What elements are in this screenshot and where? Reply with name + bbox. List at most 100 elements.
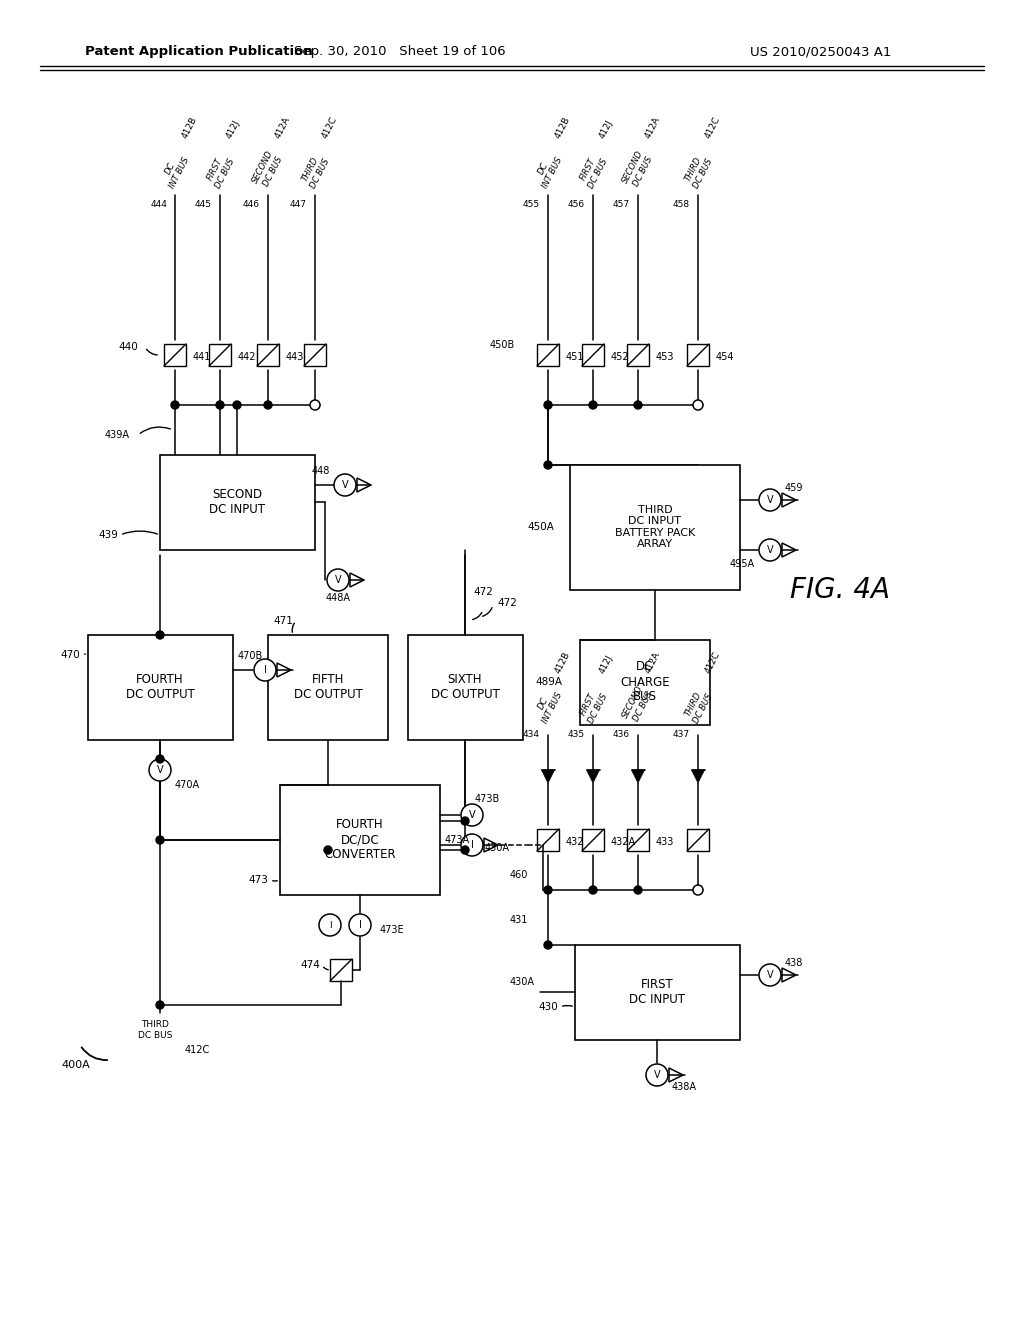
Text: FIG. 4A: FIG. 4A (790, 576, 890, 605)
Circle shape (544, 941, 552, 949)
Text: 470A: 470A (175, 780, 200, 789)
Circle shape (324, 846, 332, 854)
Text: V: V (767, 970, 773, 979)
Text: THIRD
DC BUS: THIRD DC BUS (682, 688, 714, 725)
Circle shape (233, 401, 241, 409)
Circle shape (156, 1001, 164, 1008)
Circle shape (327, 569, 349, 591)
Text: 438: 438 (785, 958, 804, 968)
Text: THIRD
DC BUS: THIRD DC BUS (299, 152, 331, 190)
Text: 460: 460 (510, 870, 528, 880)
Text: 437: 437 (673, 730, 690, 739)
Circle shape (264, 401, 272, 409)
Text: 448A: 448A (326, 593, 350, 603)
Circle shape (589, 886, 597, 894)
Circle shape (589, 401, 597, 409)
Text: V: V (653, 1071, 660, 1080)
Text: 412B: 412B (553, 651, 571, 675)
Text: V: V (342, 480, 348, 490)
Bar (330, 960, 352, 981)
Circle shape (156, 755, 164, 763)
Polygon shape (691, 770, 705, 783)
Text: SECOND
DC BUS: SECOND DC BUS (251, 149, 285, 190)
Circle shape (544, 461, 552, 469)
Text: 445: 445 (195, 201, 212, 209)
Text: DC
CHARGE
BUS: DC CHARGE BUS (621, 660, 670, 704)
Text: 472: 472 (497, 598, 517, 609)
Text: 412C: 412C (703, 115, 722, 140)
Text: V: V (767, 545, 773, 554)
Text: 448: 448 (311, 466, 330, 477)
Text: 438A: 438A (672, 1082, 697, 1092)
Bar (575, 945, 740, 1040)
Bar (160, 455, 315, 550)
Bar (88, 635, 233, 741)
Text: 412J: 412J (598, 653, 615, 675)
Text: Sep. 30, 2010   Sheet 19 of 106: Sep. 30, 2010 Sheet 19 of 106 (294, 45, 506, 58)
Text: 452: 452 (611, 352, 630, 362)
Bar (687, 829, 709, 851)
Text: 412J: 412J (225, 119, 242, 140)
Text: 473B: 473B (475, 795, 501, 804)
Text: 470B: 470B (238, 651, 263, 661)
Circle shape (544, 401, 552, 409)
Text: SECOND
DC BUS: SECOND DC BUS (622, 149, 654, 190)
Text: 412C: 412C (703, 651, 722, 675)
Text: DC
INT BUS: DC INT BUS (159, 150, 191, 190)
Text: V: V (157, 766, 163, 775)
Bar (627, 345, 649, 366)
Text: THIRD
DC INPUT
BATTERY PACK
ARRAY: THIRD DC INPUT BATTERY PACK ARRAY (614, 504, 695, 549)
Text: 412B: 412B (553, 115, 571, 140)
Circle shape (156, 631, 164, 639)
Circle shape (646, 1064, 668, 1086)
Circle shape (156, 836, 164, 843)
Circle shape (310, 400, 319, 411)
Text: 436: 436 (613, 730, 630, 739)
Text: FIRST
DC BUS: FIRST DC BUS (578, 152, 609, 190)
Text: 459: 459 (785, 483, 804, 492)
Text: 489A: 489A (535, 677, 562, 686)
Circle shape (254, 659, 276, 681)
Text: 443: 443 (286, 352, 304, 362)
Bar (304, 345, 326, 366)
Text: 473A: 473A (445, 836, 470, 845)
Circle shape (461, 834, 483, 855)
Text: 470: 470 (60, 649, 80, 660)
Circle shape (171, 401, 179, 409)
Text: 431: 431 (510, 915, 528, 925)
Text: 434: 434 (523, 730, 540, 739)
Bar (408, 635, 523, 741)
Circle shape (693, 884, 703, 895)
Bar (537, 829, 559, 851)
Text: 472: 472 (473, 587, 493, 597)
Text: THIRD
DC BUS: THIRD DC BUS (138, 1020, 172, 1040)
Text: SECOND
DC BUS: SECOND DC BUS (622, 684, 654, 725)
Text: 412J: 412J (598, 119, 615, 140)
Text: 456: 456 (568, 201, 585, 209)
Text: FIFTH
DC OUTPUT: FIFTH DC OUTPUT (294, 673, 362, 701)
Text: 412B: 412B (180, 115, 199, 140)
Circle shape (319, 913, 341, 936)
Text: 457: 457 (613, 201, 630, 209)
Text: V: V (469, 810, 475, 820)
Text: 412C: 412C (319, 115, 339, 140)
Text: 447: 447 (290, 201, 307, 209)
Circle shape (544, 886, 552, 894)
Circle shape (759, 964, 781, 986)
Text: 430: 430 (539, 1002, 558, 1012)
Text: 474: 474 (300, 960, 319, 970)
Text: V: V (335, 576, 341, 585)
Text: SIXTH
DC OUTPUT: SIXTH DC OUTPUT (430, 673, 500, 701)
Text: 451: 451 (566, 352, 585, 362)
Circle shape (334, 474, 356, 496)
Text: 439A: 439A (105, 430, 130, 440)
Text: 430A: 430A (510, 977, 535, 987)
Circle shape (461, 817, 469, 825)
Text: V: V (767, 495, 773, 506)
Text: 442: 442 (238, 352, 256, 362)
Text: US 2010/0250043 A1: US 2010/0250043 A1 (750, 45, 891, 58)
Text: 450B: 450B (489, 341, 515, 350)
Circle shape (759, 539, 781, 561)
Bar (687, 345, 709, 366)
Text: DC
INT BUS: DC INT BUS (531, 150, 564, 190)
